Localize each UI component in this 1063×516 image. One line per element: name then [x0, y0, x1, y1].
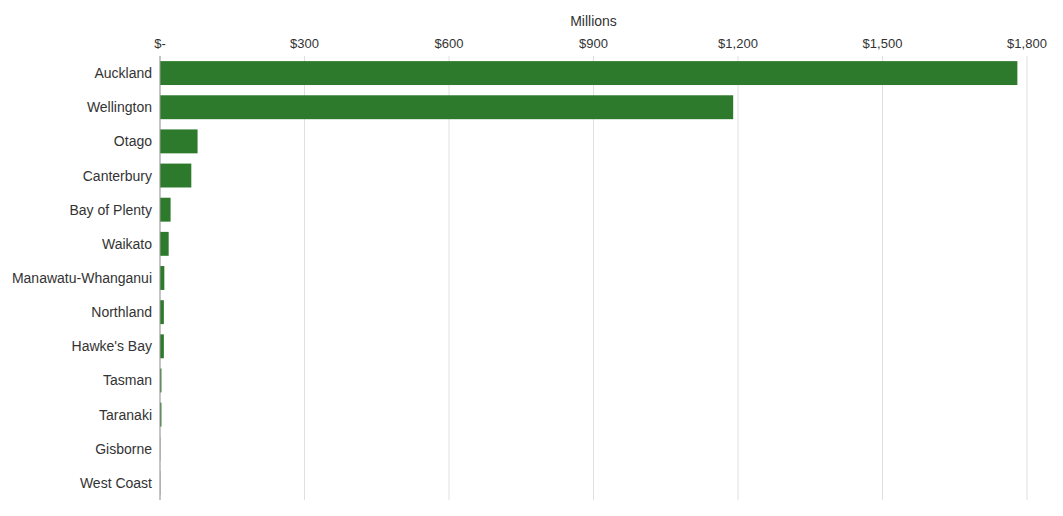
category-label: Gisborne	[95, 441, 152, 457]
grid-line	[1027, 56, 1028, 500]
category-label: Canterbury	[83, 168, 152, 184]
bar	[160, 95, 733, 119]
tick-label: $900	[579, 36, 608, 51]
category-label: Taranaki	[99, 407, 152, 423]
grid	[160, 56, 1027, 500]
category-label: Hawke's Bay	[72, 338, 152, 354]
bars	[160, 61, 1017, 495]
category-label: Manawatu-Whanganui	[12, 270, 152, 286]
bar	[160, 232, 169, 256]
grid-line	[738, 56, 739, 500]
tick-label: $-	[154, 36, 166, 51]
bar	[160, 300, 164, 324]
tick-label: $600	[435, 36, 464, 51]
category-label: Tasman	[103, 372, 152, 388]
category-label: Bay of Plenty	[70, 202, 153, 218]
category-label: Northland	[91, 304, 152, 320]
bar	[160, 334, 164, 358]
grid-line	[160, 56, 161, 500]
grid-line	[882, 56, 883, 500]
y-ticks: Auckland Wellington Otago Canterbury Bay of …	[12, 65, 152, 491]
bar	[160, 164, 191, 188]
y-axis-line	[160, 56, 161, 500]
grid-line	[304, 56, 305, 500]
x-ticks: $- $300 $600 $900 $1,200 $1,500 $1,800	[154, 36, 1047, 51]
grid-line	[593, 56, 594, 500]
x-axis-label: Millions	[570, 13, 617, 29]
chart-container: $- $300 $600 $900 $1,200 $1,500 $1,800 Millions…	[0, 0, 1063, 516]
category-label: Wellington	[87, 99, 152, 115]
category-label: Waikato	[102, 236, 152, 252]
category-label: Otago	[114, 133, 152, 149]
chart-svg: $- $300 $600 $900 $1,200 $1,500 $1,800 Millions…	[0, 0, 1063, 516]
tick-label: $300	[290, 36, 319, 51]
tick-label: $1,500	[863, 36, 903, 51]
tick-label: $1,800	[1007, 36, 1047, 51]
bar	[160, 129, 198, 153]
tick-label: $1,200	[718, 36, 758, 51]
bar	[160, 198, 171, 222]
page: {"chart_data": {"type": "bar", "orientat…	[0, 0, 1063, 516]
category-label: West Coast	[80, 475, 152, 491]
category-label: Auckland	[94, 65, 152, 81]
grid-line	[449, 56, 450, 500]
bar	[160, 61, 1017, 85]
bar	[160, 266, 164, 290]
